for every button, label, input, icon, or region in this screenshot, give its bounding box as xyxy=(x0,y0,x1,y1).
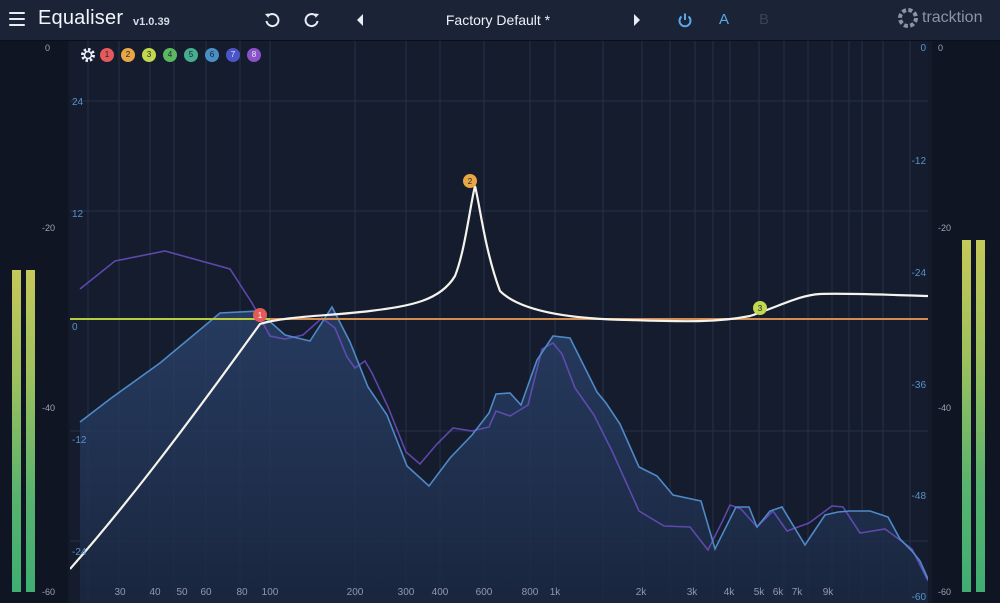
spectrum-fill xyxy=(80,307,928,603)
left-meter-bar-r xyxy=(26,270,35,592)
b-button[interactable]: B xyxy=(759,11,770,28)
power-icon[interactable] xyxy=(674,8,696,32)
freq-label: 50 xyxy=(176,587,188,598)
db-label: -36 xyxy=(912,380,927,391)
right-meter-bar-r xyxy=(976,240,985,592)
header-bar: Equaliser v1.0.39 Factory Default * A B … xyxy=(0,0,1000,41)
freq-label: 300 xyxy=(398,587,415,598)
gain-label: -24 xyxy=(72,547,87,558)
db-label: 0 xyxy=(920,43,926,54)
eq-node-1[interactable]: 1 xyxy=(253,308,267,322)
freq-label: 200 xyxy=(347,587,364,598)
freq-label: 400 xyxy=(432,587,449,598)
preset-next-icon[interactable] xyxy=(627,8,647,32)
right-meter-scale-0: 0 xyxy=(938,43,944,53)
gear-icon[interactable] xyxy=(80,47,96,63)
tracktion-logo: tracktion xyxy=(897,7,982,29)
frequency-axis-labels: 30 40 50 60 80 100 200 300 400 600 800 1k 2k 3k 4k 5k 6k… xyxy=(114,587,834,598)
db-label: -60 xyxy=(912,592,927,603)
version-label: v1.0.39 xyxy=(133,16,170,28)
freq-label: 5k xyxy=(754,587,766,598)
freq-label: 40 xyxy=(149,587,161,598)
right-meter-scale-20: -20 xyxy=(938,223,952,233)
freq-label: 80 xyxy=(236,587,248,598)
band-7-button[interactable]: 7 xyxy=(226,48,240,62)
db-axis-labels: 0 -12 -24 -36 -48 -60 xyxy=(912,43,927,603)
freq-label: 2k xyxy=(636,587,648,598)
right-meter-scale-60: -60 xyxy=(938,587,952,597)
eq-node-3-label: 3 xyxy=(758,304,763,313)
band-8-button[interactable]: 8 xyxy=(247,48,261,62)
eq-node-3[interactable]: 3 xyxy=(753,301,767,315)
right-meter-scale-40: -40 xyxy=(938,403,952,413)
db-label: -24 xyxy=(912,268,927,279)
right-level-meter: 0 -20 -40 -60 xyxy=(932,41,1000,603)
menu-icon[interactable] xyxy=(9,12,25,26)
a-button[interactable]: A xyxy=(719,11,730,28)
eq-node-2-label: 2 xyxy=(468,177,473,186)
undo-icon[interactable] xyxy=(262,8,282,32)
band-2-button[interactable]: 2 xyxy=(121,48,135,62)
app-title: Equaliser xyxy=(38,7,124,29)
left-meter-scale-40: -40 xyxy=(42,403,56,413)
left-meter-scale-0: 0 xyxy=(45,43,51,53)
freq-label: 3k xyxy=(687,587,699,598)
preset-prev-icon[interactable] xyxy=(350,8,370,32)
freq-label: 9k xyxy=(823,587,835,598)
left-level-meter: 0 -20 -40 -60 xyxy=(0,41,68,603)
freq-label: 7k xyxy=(792,587,804,598)
gain-label: 0 xyxy=(72,322,78,333)
right-meter-bar-l xyxy=(962,240,971,592)
band-4-button[interactable]: 4 xyxy=(163,48,177,62)
left-meter-scale-60: -60 xyxy=(42,587,56,597)
band-3-button[interactable]: 3 xyxy=(142,48,156,62)
freq-label: 1k xyxy=(550,587,562,598)
gain-label: 24 xyxy=(72,97,84,108)
eq-node-2[interactable]: 2 xyxy=(463,174,477,188)
logo-text: tracktion xyxy=(922,9,983,26)
tracktion-logo-icon xyxy=(898,8,918,28)
preset-name[interactable]: Factory Default * xyxy=(445,12,551,28)
spectrum-peak-line xyxy=(79,250,928,582)
db-label: -48 xyxy=(912,491,927,502)
freq-label: 800 xyxy=(522,587,539,598)
gain-axis-labels: 24 12 0 -12 -24 xyxy=(72,97,87,558)
band-1-button[interactable]: 1 xyxy=(100,48,114,62)
db-label: -12 xyxy=(912,156,927,167)
gain-label: 12 xyxy=(72,209,84,220)
left-meter-scale-20: -20 xyxy=(42,223,56,233)
band-5-button[interactable]: 5 xyxy=(184,48,198,62)
eq-response-curve xyxy=(70,185,928,570)
freq-label: 100 xyxy=(262,587,279,598)
freq-label: 4k xyxy=(724,587,736,598)
redo-icon[interactable] xyxy=(302,8,322,32)
eq-node-1-label: 1 xyxy=(258,311,263,320)
left-meter-bar-l xyxy=(12,270,21,592)
freq-label: 600 xyxy=(476,587,493,598)
freq-label: 30 xyxy=(114,587,126,598)
band-6-button[interactable]: 6 xyxy=(205,48,219,62)
freq-label: 60 xyxy=(200,587,212,598)
gain-label: -12 xyxy=(72,435,87,446)
freq-label: 6k xyxy=(773,587,785,598)
